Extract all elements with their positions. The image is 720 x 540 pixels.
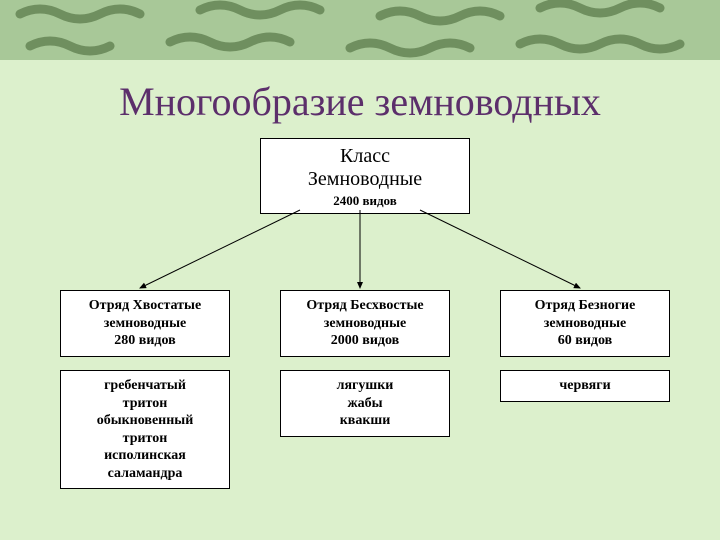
- examples-node: гребенчатыйтритонобыкновенныйтритониспол…: [60, 370, 230, 489]
- worm-pattern: [0, 0, 720, 60]
- root-node-count: 2400 видов: [265, 193, 465, 209]
- examples-node: лягушкижабыквакши: [280, 370, 450, 437]
- order-node: Отряд Бесхвостыеземноводные2000 видов: [280, 290, 450, 357]
- order-node: Отряд Хвостатыеземноводные280 видов: [60, 290, 230, 357]
- decorative-header-band: [0, 0, 720, 60]
- examples-node: червяги: [500, 370, 670, 402]
- root-node-title: КлассЗемноводные: [265, 145, 465, 191]
- page-title: Многообразие земноводных: [0, 78, 720, 125]
- order-node: Отряд Безногиеземноводные60 видов: [500, 290, 670, 357]
- root-node: КлассЗемноводные 2400 видов: [260, 138, 470, 214]
